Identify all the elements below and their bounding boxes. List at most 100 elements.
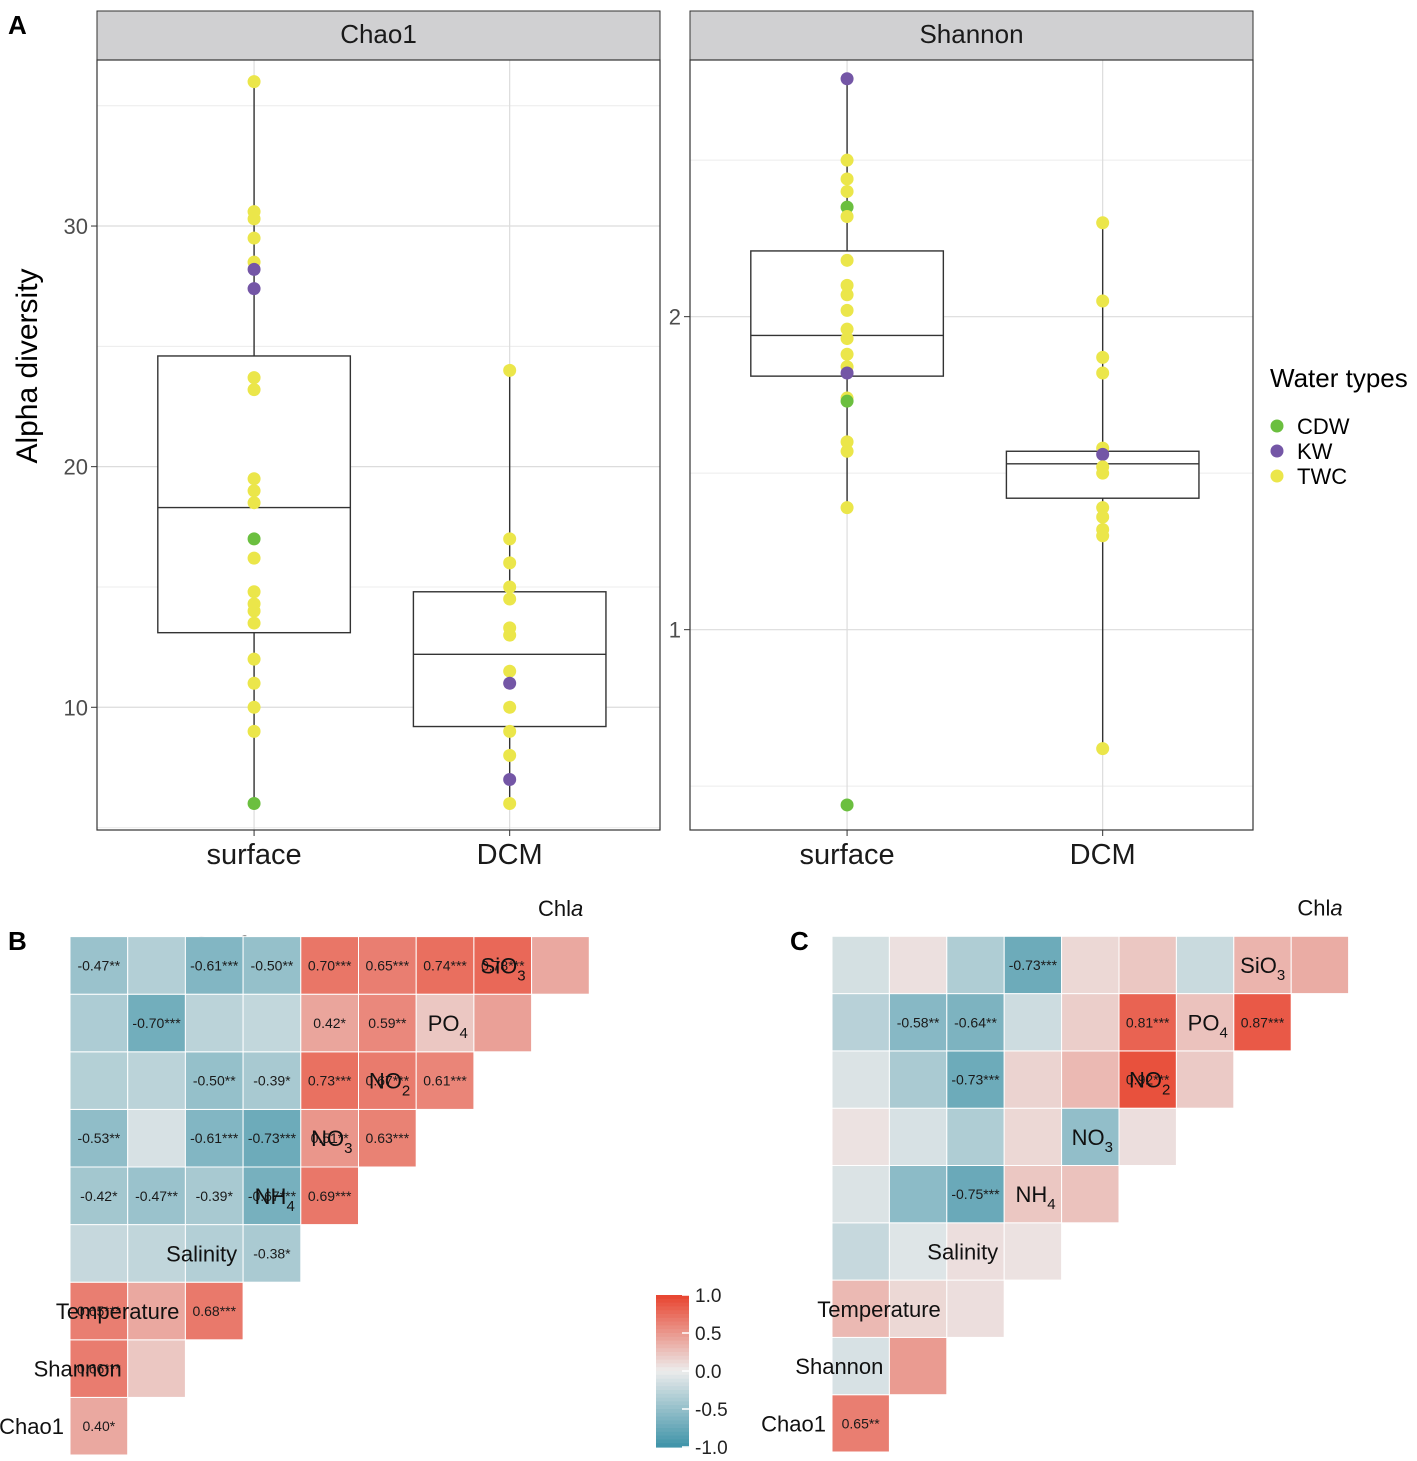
facet-strip-label: Shannon bbox=[919, 19, 1023, 49]
heatmap-cell-label: 0.66*** bbox=[77, 1361, 121, 1377]
data-point-twc bbox=[1096, 529, 1110, 543]
heatmap-cell bbox=[888, 993, 948, 1052]
data-point-twc bbox=[840, 253, 854, 267]
label-base: Salinity bbox=[166, 1241, 237, 1266]
heatmap-cell-label: 0.61*** bbox=[423, 1073, 467, 1089]
heatmap-cell bbox=[358, 1108, 417, 1168]
data-point-twc bbox=[840, 288, 854, 302]
label-base: NO bbox=[369, 1069, 402, 1094]
heatmap-cell-label: 0.87*** bbox=[1241, 1014, 1285, 1030]
heatmap-cell-label: 0.69*** bbox=[308, 1188, 352, 1204]
x-tick-label: DCM bbox=[477, 839, 543, 871]
data-point-twc bbox=[503, 700, 517, 714]
data-point-twc bbox=[840, 501, 854, 515]
colorbar-segment bbox=[656, 1420, 689, 1425]
data-point-twc bbox=[247, 604, 261, 618]
heatmap-cell bbox=[831, 1107, 890, 1166]
colorbar-segment bbox=[656, 1378, 689, 1383]
data-point-twc bbox=[1096, 216, 1110, 230]
heatmap-cell-label: -0.39* bbox=[253, 1073, 291, 1089]
heatmap-row-label: Chao1 bbox=[761, 1411, 826, 1436]
data-point-twc bbox=[247, 724, 261, 738]
heatmap-row-label: Temperature bbox=[56, 1299, 180, 1324]
heatmap-cell bbox=[69, 1396, 129, 1456]
heatmap-cell-label: 0.74*** bbox=[423, 957, 467, 973]
colorbar-segment bbox=[656, 1435, 689, 1440]
colorbar-segment bbox=[656, 1409, 689, 1414]
data-point-kw bbox=[247, 282, 261, 296]
heatmap-row-label: NO2 bbox=[369, 1069, 410, 1100]
colorbar-segment bbox=[656, 1443, 689, 1448]
label-base: Temperature bbox=[56, 1299, 180, 1324]
data-point-cdw bbox=[247, 532, 261, 546]
heatmap-cell bbox=[831, 993, 890, 1052]
heatmap-cell bbox=[300, 1051, 359, 1110]
colorbar-segment bbox=[656, 1439, 689, 1444]
heatmap-cell-label: -0.67*** bbox=[248, 1188, 297, 1204]
data-point-twc bbox=[840, 303, 854, 317]
label-base: Temperature bbox=[817, 1297, 941, 1322]
heatmap-cell-label: -0.39* bbox=[196, 1188, 234, 1204]
heatmap-row-label: NH4 bbox=[255, 1184, 295, 1215]
heatmap-cell bbox=[1175, 993, 1235, 1052]
data-point-kw bbox=[840, 366, 854, 380]
facet-strip-label: Chao1 bbox=[340, 19, 417, 49]
x-tick-label: surface bbox=[800, 839, 895, 871]
heatmap-cell-label: 0.40* bbox=[82, 1418, 115, 1434]
heatmap-cell-label: -0.47** bbox=[77, 957, 120, 973]
plot-background bbox=[690, 60, 1253, 830]
shannon-facet: Shannon 1 2 surface DCM bbox=[669, 10, 1254, 871]
y-tick-label: 20 bbox=[64, 455, 88, 480]
y-tick-label: 30 bbox=[64, 214, 88, 239]
data-point-twc bbox=[247, 496, 261, 510]
data-point-twc bbox=[503, 592, 517, 606]
label-base: SiO bbox=[1240, 953, 1277, 978]
data-point-twc bbox=[247, 75, 261, 89]
colorbar-segment bbox=[656, 1306, 689, 1311]
data-point-twc bbox=[503, 628, 517, 642]
label-subscript: 2 bbox=[1162, 1082, 1170, 1099]
heatmap-cell bbox=[127, 936, 186, 995]
heatmap-cell bbox=[888, 1336, 948, 1396]
data-point-twc bbox=[1096, 466, 1110, 480]
heatmap-cell-label: -0.47** bbox=[135, 1188, 178, 1204]
y-tick-label: 2 bbox=[669, 305, 681, 330]
y-axis-title: Alpha diversity bbox=[11, 268, 44, 463]
label-base: PO bbox=[1188, 1010, 1220, 1035]
heatmap-cell-label: 0.67*** bbox=[366, 1073, 410, 1089]
colorbar-tick-label: 1.0 bbox=[695, 1286, 721, 1307]
label-subscript: 3 bbox=[1277, 967, 1285, 984]
data-point-twc bbox=[840, 332, 854, 346]
label-base: NO bbox=[311, 1126, 344, 1151]
data-point-twc bbox=[503, 748, 517, 762]
heatmap-cell bbox=[358, 936, 417, 995]
data-point-twc bbox=[247, 212, 261, 226]
colorbar-segment bbox=[656, 1336, 689, 1342]
heatmap-cell-label: -0.42* bbox=[80, 1188, 118, 1204]
colorbar-segment bbox=[656, 1405, 689, 1410]
data-point-twc bbox=[1096, 501, 1110, 515]
chao1-facet: Chao1 10 20 30 surface DCM bbox=[64, 10, 661, 871]
heatmap-row-label: Salinity bbox=[166, 1241, 237, 1266]
label-subscript: 3 bbox=[1105, 1139, 1113, 1156]
colorbar-segment bbox=[656, 1359, 689, 1364]
data-point-kw bbox=[840, 72, 854, 86]
data-point-twc bbox=[1096, 294, 1110, 308]
label-italic: a bbox=[1330, 896, 1342, 921]
data-point-cdw bbox=[247, 797, 261, 811]
data-point-twc bbox=[503, 724, 517, 738]
data-point-twc bbox=[840, 153, 854, 167]
colorbar-segment bbox=[656, 1416, 689, 1421]
label-base: NH bbox=[255, 1184, 287, 1209]
heatmap-cell bbox=[69, 1281, 129, 1341]
heatmap-cell bbox=[69, 1166, 129, 1226]
colorbar-segment bbox=[656, 1340, 689, 1345]
heatmap-row-label: NO3 bbox=[1072, 1125, 1113, 1156]
heatmap-cell bbox=[946, 993, 1005, 1052]
colorbar-segment bbox=[656, 1397, 689, 1402]
label-subscript: 4 bbox=[286, 1198, 294, 1215]
data-point-twc bbox=[247, 371, 261, 385]
colorbar-segment bbox=[656, 1321, 689, 1326]
data-point-twc bbox=[840, 444, 854, 458]
heatmap-cell bbox=[69, 1224, 129, 1283]
